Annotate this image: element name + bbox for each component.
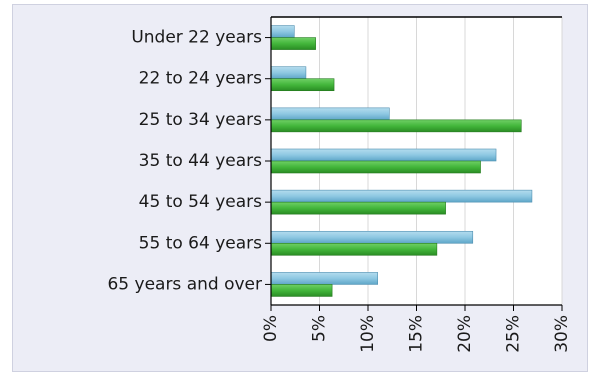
category-label: 55 to 64 years — [139, 233, 262, 253]
x-tick-label: 20% — [455, 315, 475, 353]
x-tick-label: 30% — [552, 315, 572, 353]
bar-series-2 — [270, 160, 481, 174]
category-label: 35 to 44 years — [139, 151, 262, 171]
axes: 0% 5% 10% 15% 20% 25% 30% Under 22 years 22 to 2… — [107, 16, 572, 353]
bar-series-1 — [270, 272, 378, 285]
bar-series-2 — [270, 78, 335, 92]
chart-frame: 0% 5% 10% 15% 20% 25% 30% Under 22 years 22 to 2… — [12, 4, 588, 372]
x-tick-label: 0% — [261, 315, 281, 342]
x-tick-label: 10% — [358, 315, 378, 353]
category-label: 45 to 54 years — [139, 192, 262, 212]
bar-series-2 — [270, 37, 316, 50]
category-label: 65 years and over — [107, 274, 262, 294]
bar-series-2 — [270, 119, 522, 133]
bar-series-1 — [270, 66, 307, 80]
category-label: 25 to 34 years — [139, 110, 262, 130]
category-label: 22 to 24 years — [139, 69, 262, 89]
x-tick-label: 15% — [407, 315, 427, 353]
category-label: Under 22 years — [131, 28, 262, 48]
bar-series-1 — [270, 189, 533, 203]
x-tick-label: 25% — [504, 315, 524, 353]
bar-series-1 — [270, 25, 295, 38]
bar-series-1 — [270, 230, 474, 244]
x-tick-label: 5% — [310, 315, 330, 342]
bar-series-1 — [270, 107, 390, 121]
bar-series-1 — [270, 148, 497, 162]
bar-series-2 — [270, 242, 438, 256]
bar-series-2 — [270, 284, 333, 297]
bar-chart: 0% 5% 10% 15% 20% 25% 30% Under 22 years 22 to 2… — [107, 16, 572, 353]
bar-series-2 — [270, 201, 446, 215]
